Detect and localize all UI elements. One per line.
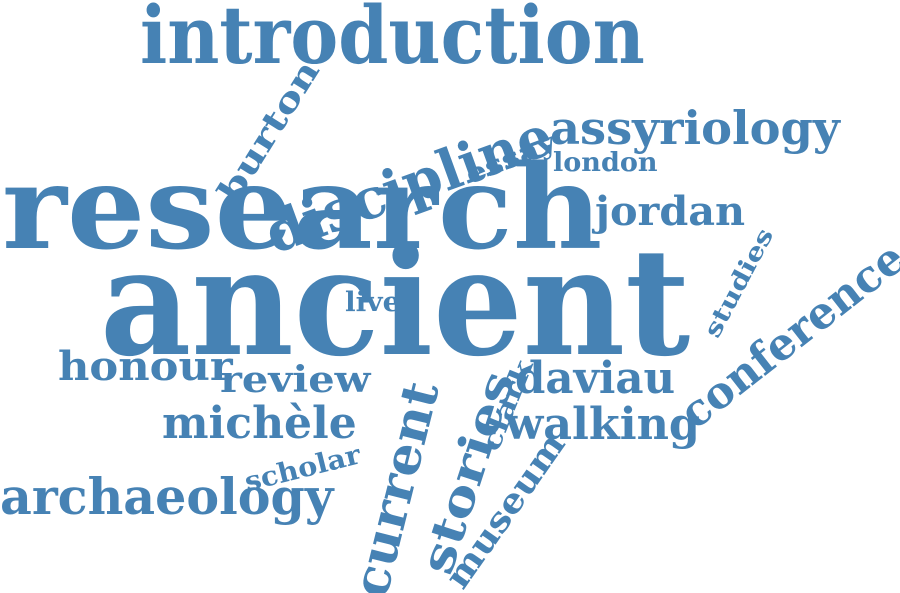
word-conference: conference <box>670 232 900 440</box>
word-honour: honour <box>58 343 233 390</box>
word-michele: michèle <box>162 398 357 449</box>
word-jordan: jordan <box>595 188 746 235</box>
word-introduction: introduction <box>140 0 645 82</box>
word-ancient: ancient <box>100 215 691 389</box>
word-live: live <box>345 287 401 318</box>
word-walking: walking <box>505 399 700 450</box>
word-assyriology: assyriology <box>550 101 840 155</box>
word-daviau: daviau <box>515 353 676 404</box>
word-london: london <box>553 148 658 178</box>
word-archaeology: archaeology <box>0 467 334 526</box>
word-research: research <box>2 140 603 276</box>
word-review: review <box>220 359 371 401</box>
